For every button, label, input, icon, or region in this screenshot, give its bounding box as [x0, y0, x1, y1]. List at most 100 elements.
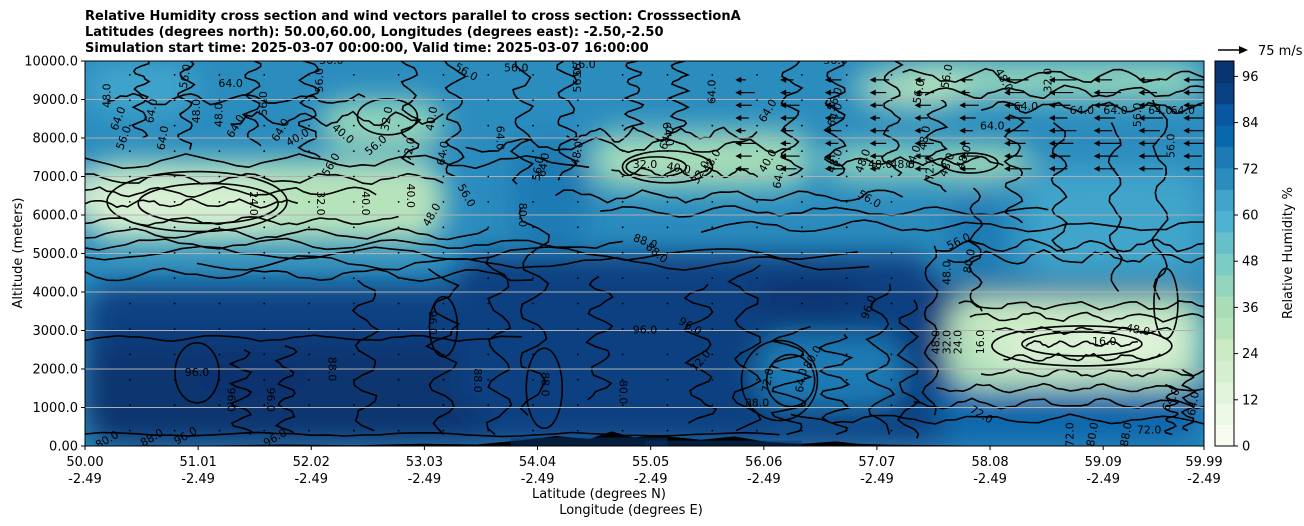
wind-arrowhead: [824, 102, 831, 109]
contour-label: 56.0: [319, 54, 344, 67]
wind-dot: [800, 226, 803, 229]
contour-line: [444, 61, 468, 178]
wind-dot: [218, 404, 221, 407]
x-axis-label-longitude: Longitude (degrees E): [559, 503, 703, 518]
wind-arrowhead: [1004, 127, 1011, 134]
contour-loop: [525, 347, 564, 430]
wind-dot: [711, 328, 714, 330]
wind-dot: [352, 353, 355, 356]
wind-dot: [756, 124, 758, 127]
wind-dot: [756, 429, 758, 432]
wind-dot: [487, 404, 490, 407]
wind-dot: [711, 277, 714, 280]
wind-dot: [352, 124, 355, 127]
x-tick-label-lon: -2.49: [860, 472, 894, 487]
contour-line: [958, 300, 1204, 311]
wind-dot: [532, 175, 534, 178]
wind-dot: [800, 328, 803, 330]
wind-dot: [352, 302, 355, 305]
contour-label: 24.0: [247, 191, 260, 216]
wind-dot: [263, 251, 266, 254]
wind-arrowhead: [1138, 127, 1145, 134]
contour-label: 88.0: [471, 368, 484, 393]
wind-dot: [532, 429, 534, 432]
wind-dot: [666, 201, 669, 203]
contour-line: [85, 198, 298, 209]
wind-dot: [173, 175, 176, 178]
y-tick-label: 9000.0: [33, 93, 79, 108]
wind-dot: [218, 201, 221, 203]
contour-label: 72.0: [1137, 424, 1162, 437]
contour-line: [85, 431, 780, 438]
colorbar: 0 12 24 36 48 60 72 84 96: [1214, 60, 1259, 455]
wind-dot: [487, 99, 490, 102]
contour-label: 80.0: [516, 203, 529, 228]
wind-arrowhead: [914, 127, 921, 134]
wind-arrowhead: [914, 153, 921, 160]
wind-arrowhead: [1004, 102, 1011, 109]
contour-label: 64.0: [705, 80, 718, 105]
wind-arrowhead: [1048, 165, 1055, 172]
wind-dot: [576, 378, 579, 381]
wind-arrowhead: [824, 76, 831, 83]
colorbar-tick-label: 24: [1242, 347, 1259, 362]
field-regions: [85, 61, 1204, 446]
wind-dot: [128, 404, 131, 407]
wind-dot: [576, 201, 579, 203]
wind-arrowhead: [1138, 114, 1145, 121]
contour-label: 56.0: [177, 63, 194, 89]
humidity-point: [193, 354, 314, 399]
wind-dot: [845, 429, 848, 432]
wind-dot: [308, 277, 310, 280]
contour-label: 64.0: [1148, 104, 1173, 117]
contour-loop: [1021, 331, 1143, 357]
wind-arrowhead: [869, 102, 876, 109]
colorbar-tick-label: 72: [1242, 162, 1259, 177]
x-tick-label-lat: 58.08: [971, 455, 1008, 470]
contour-line: [683, 283, 718, 424]
wind-dot: [397, 124, 400, 127]
colorbar-swatch: [1215, 296, 1234, 319]
wind-dot: [352, 328, 355, 330]
contour-line: [1150, 99, 1169, 301]
wind-dot: [218, 277, 221, 280]
wind-dot: [711, 251, 714, 254]
contour-line: [991, 326, 1172, 336]
contour-label: 88.0: [745, 397, 770, 410]
wind-dot: [532, 378, 534, 381]
contour-label: 64.0: [659, 121, 676, 147]
wind-dot: [756, 226, 758, 229]
contour-label: 96.0: [633, 324, 658, 337]
wind-dot: [666, 328, 669, 330]
wind-dot: [308, 99, 310, 102]
wind-dot: [756, 99, 758, 102]
contour-label: 96.0: [264, 388, 277, 413]
wind-dot: [532, 150, 534, 152]
wind-arrowhead: [914, 76, 921, 83]
wind-arrowhead: [1048, 102, 1055, 109]
wind-dot: [756, 201, 758, 203]
wind-dot: [128, 99, 131, 102]
wind-dot: [263, 175, 266, 178]
wind-dot: [397, 251, 400, 254]
colorbar-swatch: [1215, 424, 1234, 447]
wind-dot: [442, 226, 445, 229]
wind-key-label: 75 m/s: [1258, 44, 1303, 59]
wind-dot: [263, 404, 266, 407]
contour-label: 48.0: [569, 140, 586, 166]
wind-dot: [308, 328, 310, 330]
contour-line: [823, 155, 1004, 167]
wind-dot: [397, 429, 400, 432]
wind-dot: [845, 277, 848, 280]
wind-dot: [442, 404, 445, 407]
wind-dot: [263, 277, 266, 280]
contour-label: 32.0: [940, 330, 953, 355]
wind-arrowhead: [1138, 140, 1145, 147]
wind-dot: [487, 378, 490, 381]
wind-arrowhead: [1183, 165, 1190, 172]
wind-dot: [576, 277, 579, 280]
wind-dot: [845, 124, 848, 127]
wind-dot: [218, 353, 221, 356]
wind-dot: [576, 251, 579, 254]
